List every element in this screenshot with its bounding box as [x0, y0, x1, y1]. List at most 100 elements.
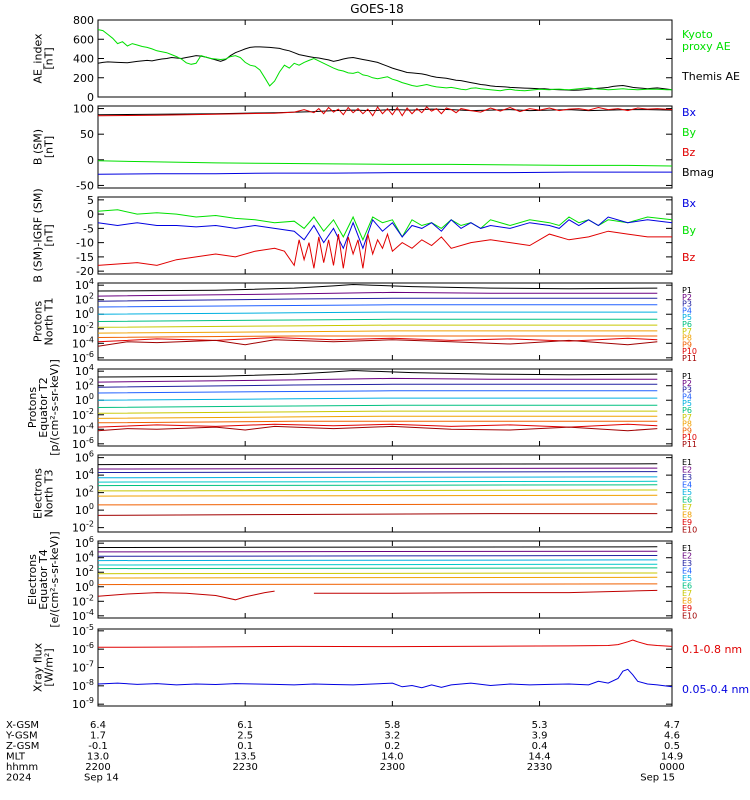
legend-label: E2 [682, 552, 692, 561]
series-line-p4 [97, 390, 658, 394]
time-axis-value: 6.1 [237, 720, 253, 731]
series-line-p10 [97, 336, 658, 343]
y-axis-label: North T1 [43, 298, 56, 346]
legend-label: proxy AE [682, 40, 731, 53]
time-axis-value: 13.5 [234, 752, 256, 763]
legend-label: Bz [682, 146, 696, 159]
series-line-by [97, 160, 673, 167]
y-tick-label: -15 [76, 251, 94, 264]
panel-frame [97, 368, 673, 447]
panel-frame [97, 540, 673, 619]
y-tick-label: 200 [73, 72, 94, 85]
time-axis-value: 5.3 [532, 720, 548, 731]
legend-label: P3 [682, 386, 692, 395]
y-axis-label: [e/(cm²-s-sr-keV)] [48, 531, 61, 627]
y-tick-label: 10-2 [72, 407, 94, 422]
y-tick-label: 102 [75, 378, 94, 393]
series-line-e3 [97, 555, 658, 557]
y-tick-label: 100 [75, 579, 94, 594]
series-line-themis-ae [97, 46, 673, 91]
series-line-p5 [97, 311, 658, 315]
y-axis-label: Electrons [26, 554, 39, 605]
y-tick-label: 5 [87, 194, 94, 207]
series-line-e5 [97, 563, 658, 566]
series-line-e4 [97, 476, 658, 479]
y-tick-label: 50 [80, 128, 94, 141]
series-line-e2 [97, 467, 658, 470]
legend-label: P9 [682, 340, 692, 349]
y-tick-label: 104 [75, 467, 94, 482]
y-tick-label: 104 [75, 363, 94, 378]
y-axis-label: B (SM) [32, 129, 45, 165]
y-axis-label: [p/(cm²-s-sr-keV)] [48, 359, 61, 456]
time-axis-value: 0.4 [532, 741, 548, 752]
y-tick-label: 10-6 [72, 641, 94, 656]
series-line-p11 [97, 339, 658, 347]
y-tick-label: 10-2 [72, 321, 94, 336]
series-line-p3 [97, 383, 658, 388]
time-axis-row-label: Z-GSM [6, 741, 39, 752]
legend-label: P7 [682, 327, 692, 336]
series-line-p1 [97, 369, 658, 378]
time-axis-value: 4.6 [664, 731, 680, 742]
legend-label: Bx [682, 106, 697, 119]
legend-label: E5 [682, 574, 692, 583]
legend-label: P5 [682, 399, 692, 408]
panel-bigrf: -20-15-10 -505 B (SM)-IGRF (SM)[nT] Bx By Bz [32, 188, 697, 282]
legend-label: P6 [682, 320, 692, 329]
legend-label: P10 [682, 347, 697, 356]
legend-label: P2 [682, 379, 692, 388]
legend-label: Bz [682, 251, 696, 264]
time-axis-value: 2330 [527, 762, 552, 773]
series-line-p2 [97, 291, 658, 297]
y-tick-label: 106 [75, 535, 94, 550]
series-line-0-1-0-8-nm [97, 639, 673, 648]
y-axis-label: Equator T4 [37, 549, 50, 609]
time-axis-value: 3.9 [532, 731, 548, 742]
series-line-bz [97, 230, 672, 269]
y-axis-label: Xray flux [32, 642, 45, 692]
legend-label: P8 [682, 420, 692, 429]
time-axis-row-label: 2024 [6, 773, 31, 784]
panel-frame [97, 454, 673, 533]
y-tick-label: 10-2 [72, 520, 94, 535]
series-line-e6 [97, 567, 658, 570]
legend-label: E7 [682, 589, 692, 598]
figure-title: GOES-18 [350, 2, 404, 16]
y-axis-label: North T3 [43, 470, 56, 518]
legend-label: P11 [682, 354, 697, 363]
series-line-e9 [97, 503, 658, 506]
y-tick-label: 100 [73, 103, 94, 116]
y-tick-label: -10 [76, 237, 94, 250]
time-axis-value: 4.7 [664, 720, 680, 731]
series-line-e8 [97, 494, 658, 497]
legend-label: E6 [682, 582, 692, 591]
y-tick-label: 102 [75, 292, 94, 307]
time-axis-value: 14.4 [528, 752, 550, 763]
legend-label: E1 [682, 544, 692, 553]
legend-label: P7 [682, 413, 692, 422]
legend-label: E4 [682, 481, 692, 490]
y-tick-label: -5 [83, 222, 94, 235]
series-line-e6 [97, 484, 658, 487]
time-axis-row-label: MLT [6, 752, 26, 763]
series-line-p1 [97, 283, 658, 292]
y-tick-label: -20 [76, 265, 94, 278]
legend-label: By [682, 224, 697, 237]
legend-label: P4 [682, 392, 692, 401]
legend-label: P11 [682, 440, 697, 449]
panel-bsm: -50 0 50 100 B (SM)[nT] Bx By Bz Bmag [32, 103, 715, 193]
time-axis-value: 0.1 [237, 741, 253, 752]
legend-label: Bx [682, 197, 697, 210]
legend-label: E6 [682, 496, 692, 505]
time-axis-value: 2230 [232, 762, 257, 773]
series-line-p8 [97, 415, 658, 419]
series-line-e10 [313, 589, 658, 594]
y-tick-label: 100 [75, 392, 94, 407]
legend-label: Kyoto [682, 28, 713, 41]
y-tick-label: 100 [75, 306, 94, 321]
y-axis-label: [nT] [43, 47, 56, 69]
series-line-e7 [97, 489, 658, 492]
y-tick-label: -50 [76, 179, 94, 192]
